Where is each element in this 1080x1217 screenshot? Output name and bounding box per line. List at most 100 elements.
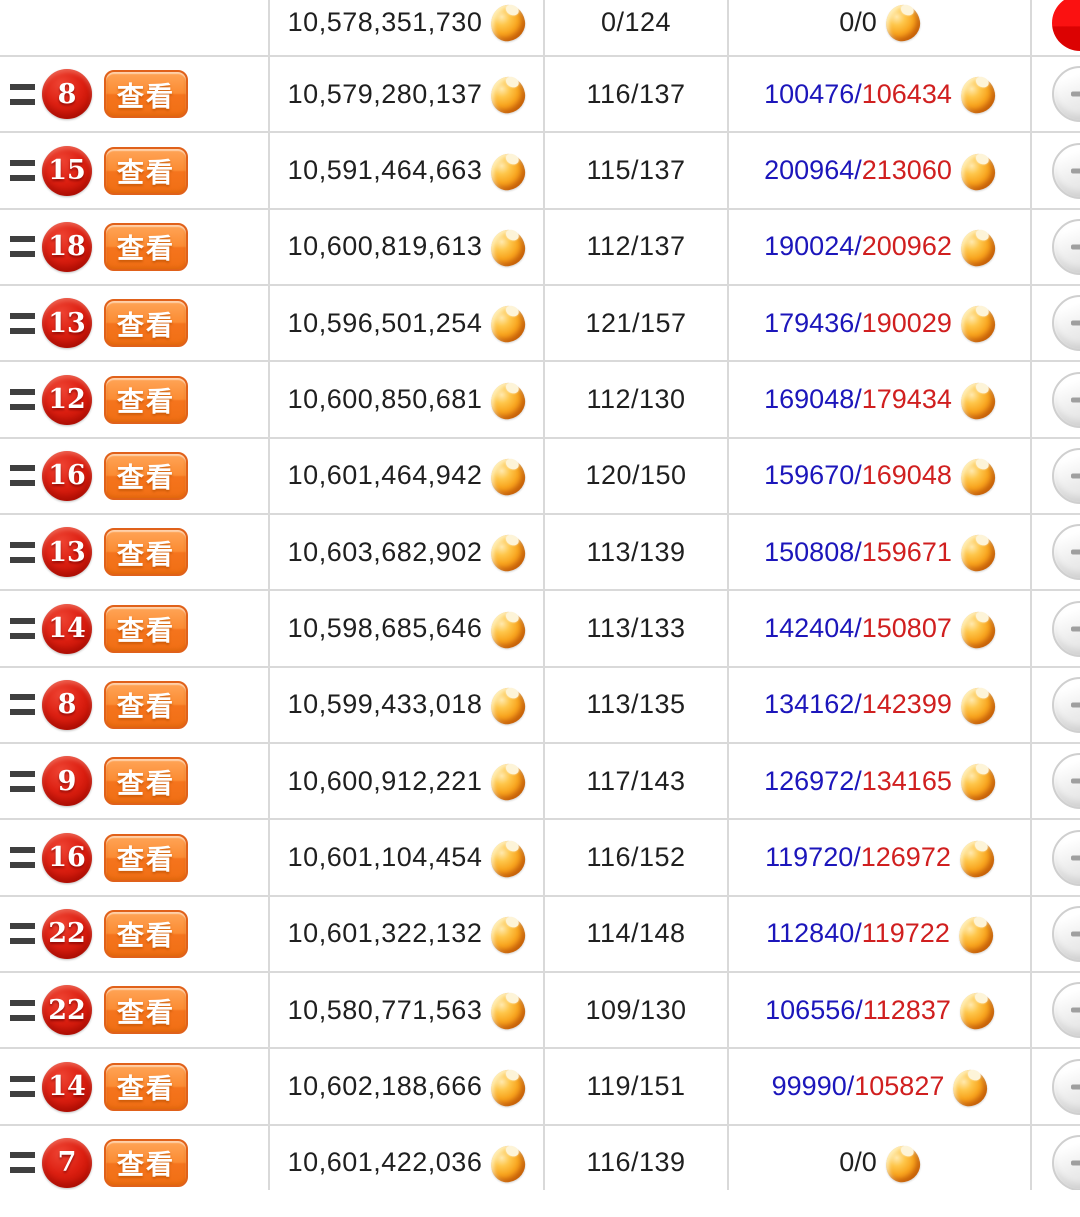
view-button[interactable]: 查看 bbox=[104, 833, 188, 882]
score-value: 10,600,819,613 bbox=[287, 231, 483, 262]
rank-badge: 22 bbox=[42, 908, 92, 959]
toggle-cell bbox=[1030, 973, 1080, 1048]
score-cell: 10,580,771,563 bbox=[268, 973, 543, 1048]
leaderboard-row: 18 查看 10,600,819,613 112/137 190024/2009… bbox=[0, 209, 1080, 287]
leaderboard-row: 13 查看 10,603,682,902 113/139 150808/1596… bbox=[0, 515, 1080, 592]
row-toggle-button[interactable] bbox=[1052, 753, 1080, 810]
row-toggle-button-active[interactable] bbox=[1052, 0, 1080, 51]
row-toggle-button[interactable] bbox=[1052, 66, 1080, 123]
view-button[interactable]: 查看 bbox=[104, 222, 188, 271]
rank-cell: 8 查看 bbox=[0, 57, 268, 131]
ratio-cell: 113/135 bbox=[543, 667, 727, 743]
row-toggle-button[interactable] bbox=[1052, 829, 1080, 886]
toggle-cell bbox=[1030, 133, 1080, 208]
tied-rank-icon bbox=[10, 999, 35, 1021]
view-button[interactable]: 查看 bbox=[104, 146, 188, 195]
score-value: 10,600,912,221 bbox=[287, 765, 483, 796]
ratio-cell: 116/152 bbox=[543, 820, 727, 895]
rank-badge: 16 bbox=[42, 450, 92, 501]
gold-bean-icon bbox=[488, 837, 529, 880]
progress-total: 179434 bbox=[861, 384, 952, 415]
score-value: 10,579,280,137 bbox=[287, 78, 483, 109]
gold-bean-icon bbox=[957, 379, 998, 422]
toggle-cell bbox=[1030, 1125, 1080, 1190]
tied-rank-icon bbox=[10, 541, 35, 563]
view-button[interactable]: 查看 bbox=[104, 680, 188, 729]
row-toggle-button[interactable] bbox=[1052, 218, 1080, 275]
row-toggle-button[interactable] bbox=[1052, 982, 1080, 1039]
rank-badge: 12 bbox=[42, 374, 92, 425]
progress-separator: / bbox=[854, 231, 862, 262]
row-toggle-button[interactable] bbox=[1052, 142, 1080, 199]
gold-bean-icon bbox=[956, 837, 997, 880]
view-button[interactable]: 查看 bbox=[104, 528, 188, 577]
view-button[interactable]: 查看 bbox=[104, 757, 188, 806]
wins-ratio: 115/137 bbox=[586, 155, 686, 186]
score-cell: 10,601,422,036 bbox=[268, 1125, 543, 1190]
view-button[interactable]: 查看 bbox=[104, 70, 188, 119]
view-button[interactable]: 查看 bbox=[104, 1138, 188, 1187]
leaderboard-row: 12 查看 10,600,850,681 112/130 169048/1794… bbox=[0, 362, 1080, 439]
rank-badge: 16 bbox=[42, 832, 92, 883]
row-toggle-button[interactable] bbox=[1052, 295, 1080, 352]
row-toggle-button[interactable] bbox=[1052, 905, 1080, 962]
row-toggle-button[interactable] bbox=[1052, 1134, 1080, 1190]
progress-cell: 169048/179434 bbox=[727, 362, 1030, 437]
progress-plain: 0/0 bbox=[839, 1147, 877, 1178]
wins-ratio: 117/143 bbox=[586, 765, 686, 796]
tied-rank-icon bbox=[10, 847, 35, 869]
ratio-cell: 120/150 bbox=[543, 438, 727, 514]
score-cell: 10,601,322,132 bbox=[268, 896, 543, 972]
toggle-cell bbox=[1030, 896, 1080, 972]
view-button[interactable]: 查看 bbox=[104, 1062, 188, 1111]
gold-bean-icon bbox=[488, 227, 529, 269]
row-toggle-button[interactable] bbox=[1052, 371, 1080, 428]
toggle-cell bbox=[1030, 438, 1080, 514]
leaderboard-row: 9 查看 10,600,912,221 117/143 126972/13416… bbox=[0, 744, 1080, 821]
gold-bean-icon bbox=[488, 608, 529, 651]
ratio-cell: 112/130 bbox=[543, 362, 727, 437]
toggle-cell bbox=[1030, 515, 1080, 590]
view-button[interactable]: 查看 bbox=[104, 299, 188, 348]
view-button[interactable]: 查看 bbox=[104, 986, 188, 1035]
tied-rank-icon bbox=[10, 618, 35, 640]
rank-cell: 14 查看 bbox=[0, 1049, 268, 1123]
view-button[interactable]: 查看 bbox=[104, 375, 188, 424]
progress-separator: / bbox=[855, 994, 863, 1025]
row-toggle-button[interactable] bbox=[1052, 1058, 1080, 1115]
score-value: 10,598,685,646 bbox=[287, 613, 483, 644]
row-toggle-button[interactable] bbox=[1052, 676, 1080, 733]
wins-ratio: 116/137 bbox=[586, 78, 686, 109]
rank-badge: 9 bbox=[42, 756, 92, 807]
gold-bean-icon bbox=[957, 74, 998, 116]
gold-bean-icon bbox=[488, 761, 529, 803]
progress-separator: / bbox=[854, 689, 862, 720]
rank-badge: 8 bbox=[42, 679, 92, 730]
wins-ratio: 109/130 bbox=[585, 994, 687, 1025]
row-toggle-button[interactable] bbox=[1052, 524, 1080, 581]
row-toggle-button[interactable] bbox=[1052, 447, 1080, 504]
leaderboard-row: 13 查看 10,596,501,254 121/157 179436/1900… bbox=[0, 286, 1080, 363]
view-button[interactable]: 查看 bbox=[104, 909, 188, 958]
score-cell: 10,578,351,730 bbox=[268, 0, 543, 55]
ratio-cell: 114/148 bbox=[543, 896, 727, 972]
rank-badge: 7 bbox=[42, 1137, 92, 1188]
tied-rank-icon bbox=[10, 389, 35, 411]
toggle-cell bbox=[1030, 57, 1080, 132]
progress-current: 190024 bbox=[764, 231, 855, 262]
score-value: 10,600,850,681 bbox=[287, 384, 483, 415]
leaderboard-row: 10,578,351,730 0/124 0/0 bbox=[0, 0, 1080, 57]
rank-cell: 22 查看 bbox=[0, 973, 268, 1047]
row-toggle-button[interactable] bbox=[1052, 600, 1080, 657]
rank-cell: 13 查看 bbox=[0, 286, 268, 360]
score-cell: 10,600,912,221 bbox=[268, 744, 543, 819]
tied-rank-icon bbox=[10, 465, 35, 487]
ratio-cell: 0/124 bbox=[543, 0, 727, 55]
progress-separator: / bbox=[853, 842, 861, 873]
progress-separator: / bbox=[854, 78, 862, 109]
rank-cell: 9 查看 bbox=[0, 744, 268, 818]
view-button[interactable]: 查看 bbox=[104, 604, 188, 653]
view-button[interactable]: 查看 bbox=[104, 451, 188, 500]
score-value: 10,601,322,132 bbox=[287, 918, 483, 949]
score-value: 10,603,682,902 bbox=[287, 536, 483, 567]
